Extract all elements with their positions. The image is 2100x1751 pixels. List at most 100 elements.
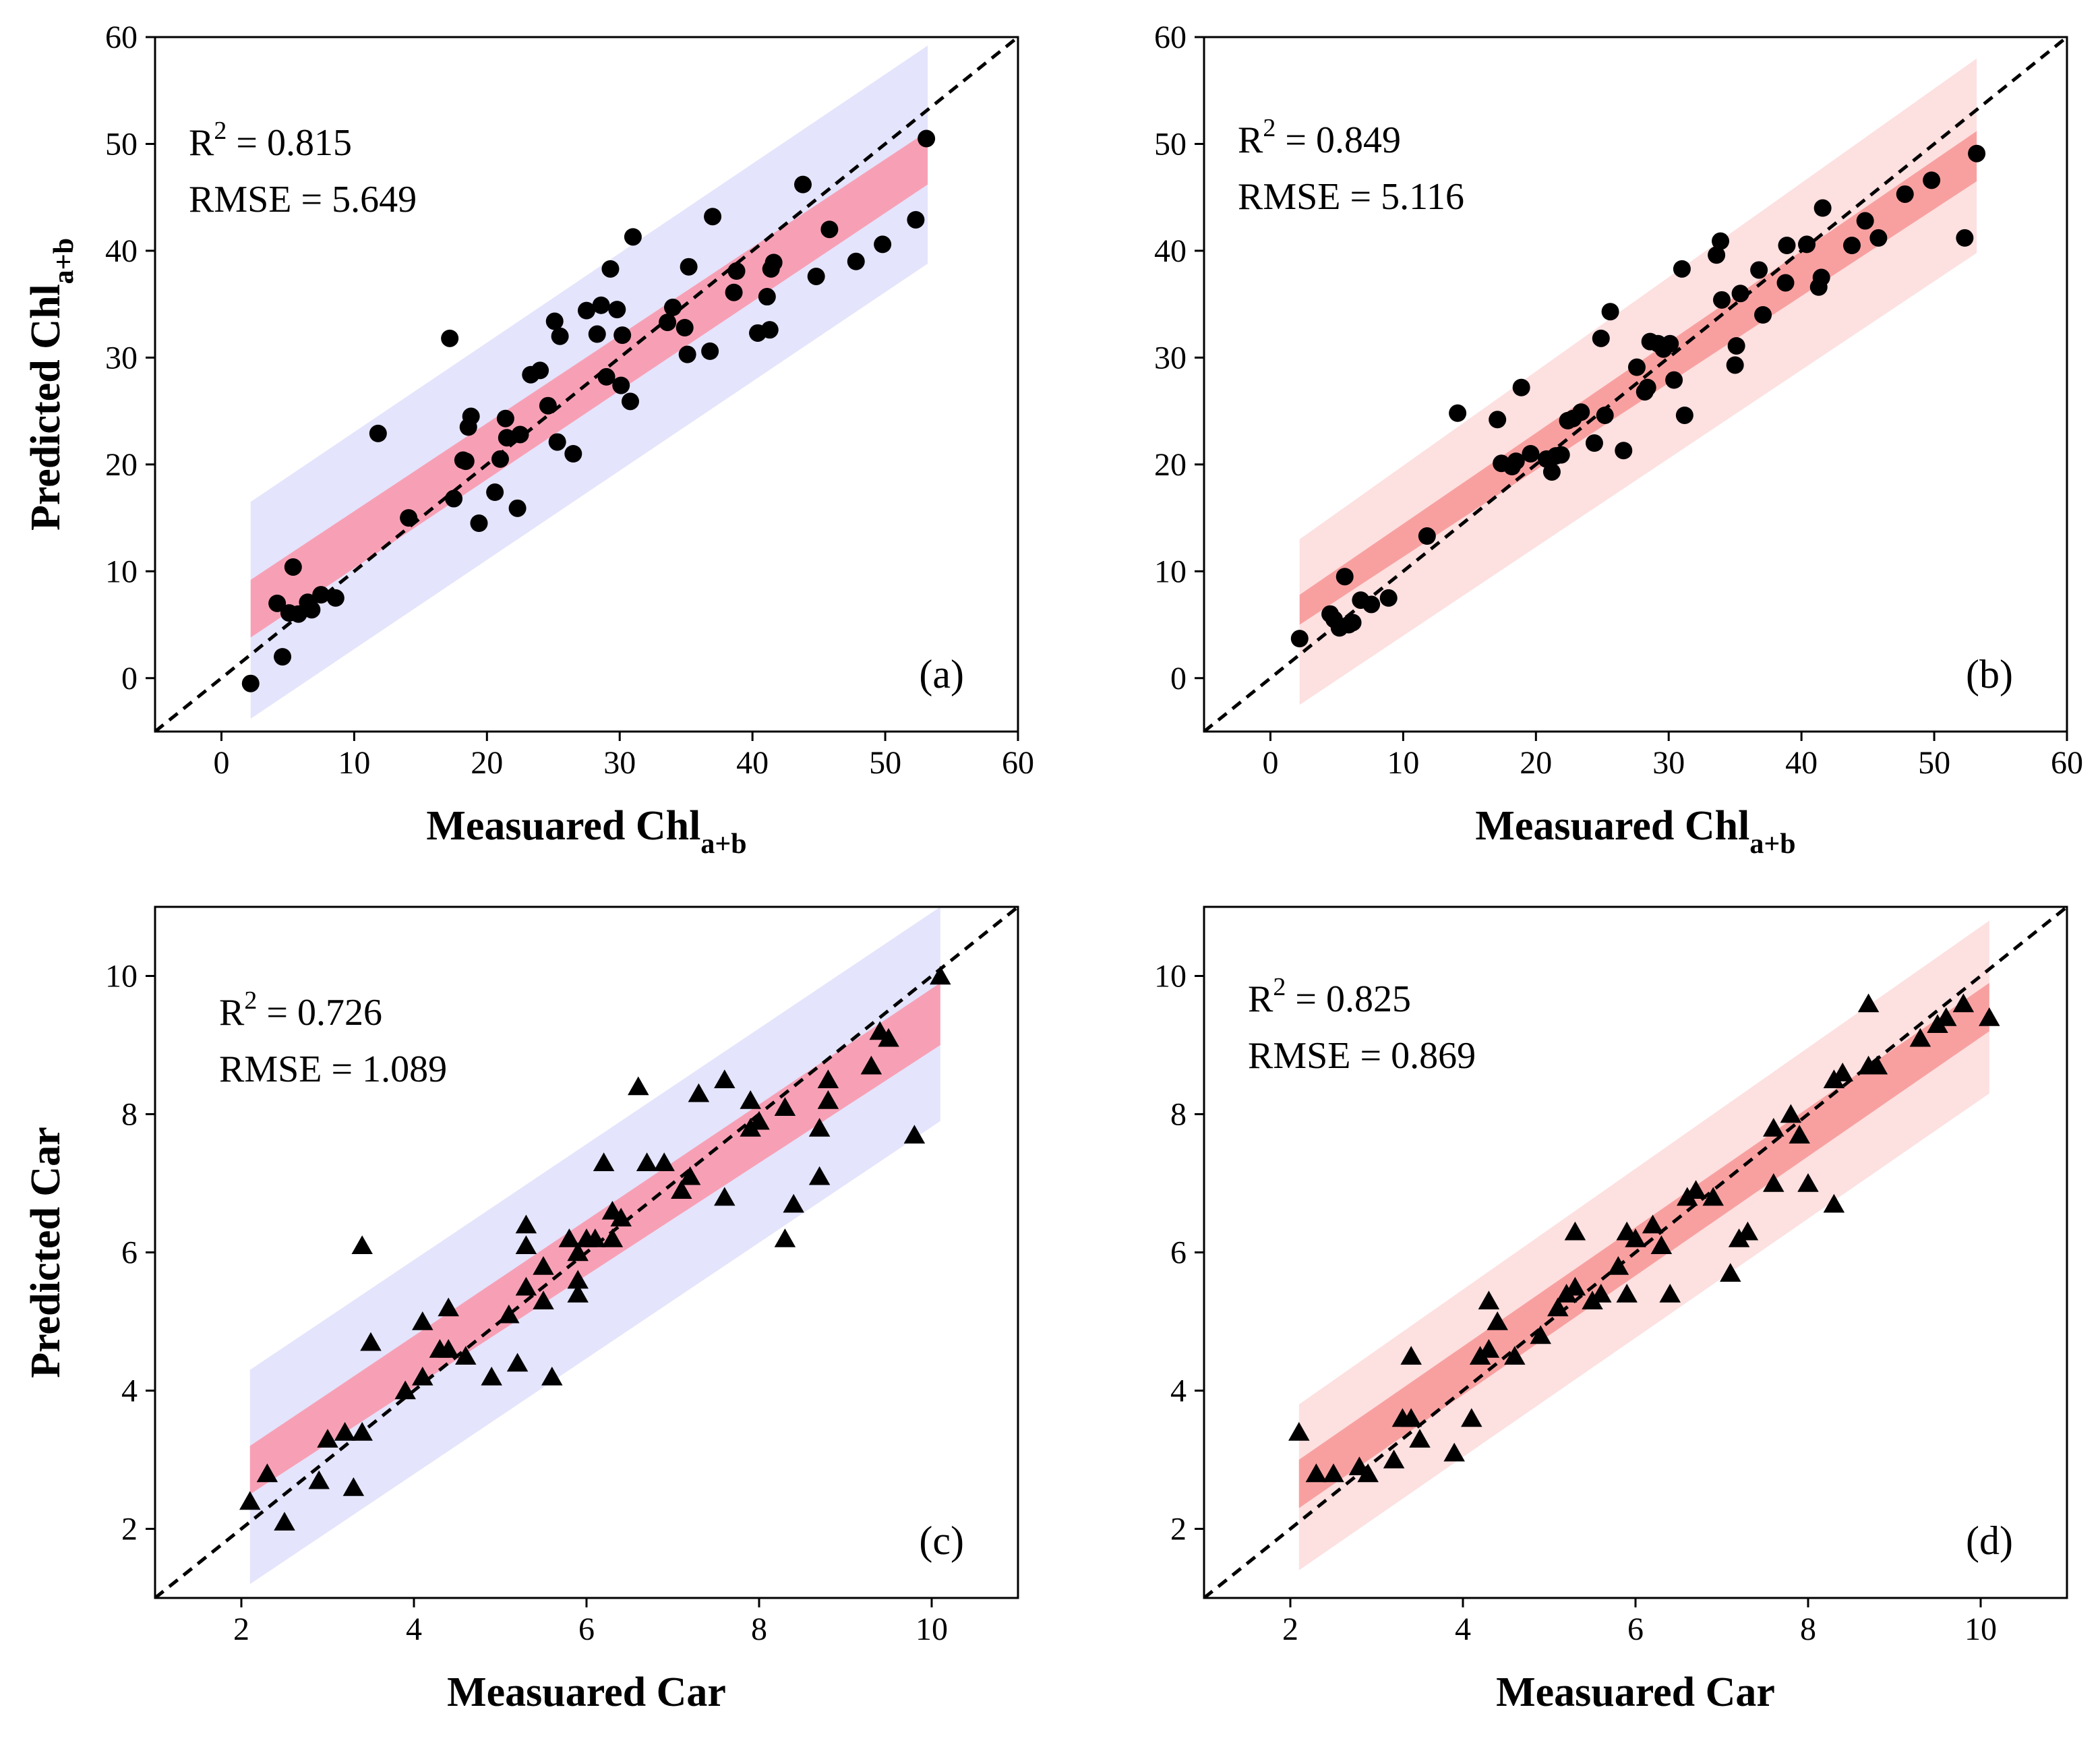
x-tick-label: 10 (916, 1611, 948, 1647)
data-point (268, 594, 287, 612)
data-point (1288, 1422, 1310, 1441)
data-point (1731, 285, 1749, 303)
data-point (289, 605, 307, 623)
data-point (567, 1270, 589, 1289)
data-point (1305, 1463, 1327, 1483)
data-point (1323, 1463, 1344, 1483)
data-point (727, 262, 746, 280)
data-point (740, 1090, 761, 1109)
data-point (1489, 411, 1507, 429)
x-tick-label: 6 (578, 1611, 595, 1647)
y-axis-title-main: Predicted Car (23, 1127, 69, 1377)
data-point (496, 409, 514, 427)
r-squared-superscript: 2 (1263, 114, 1276, 142)
data-point (783, 1193, 804, 1213)
data-point (725, 283, 743, 301)
plot-frame (1203, 36, 2068, 733)
data-point (1659, 1284, 1681, 1303)
data-point (760, 321, 779, 339)
y-axis-title: Predicted Chla+b (23, 238, 80, 531)
data-point (671, 1180, 692, 1199)
data-point (360, 1332, 382, 1351)
data-point (1418, 527, 1436, 545)
data-point (491, 450, 509, 468)
data-point (533, 1290, 554, 1309)
data-point (1726, 356, 1744, 374)
data-point (515, 1235, 537, 1254)
x-tick-label: 2 (233, 1611, 249, 1647)
x-tick-label: 20 (1520, 745, 1552, 781)
panel-label: (b) (1966, 652, 2013, 696)
data-point (588, 325, 606, 343)
r-squared-value: = 0.815 (227, 122, 352, 164)
data-point (807, 267, 825, 285)
y-tick-label: 20 (1154, 447, 1187, 483)
data-point (1713, 291, 1731, 309)
data-point (455, 1346, 477, 1365)
y-axis-title-main: Predicted Chl (23, 284, 69, 531)
data-point (1596, 406, 1614, 424)
y-tick-label: 50 (105, 126, 138, 162)
data-point (511, 425, 529, 444)
y-tick-label: 2 (1170, 1512, 1187, 1547)
data-point (369, 424, 387, 442)
x-tick-label: 30 (1652, 745, 1685, 781)
data-point (612, 376, 630, 394)
data-point (1750, 261, 1768, 279)
data-point (1702, 1187, 1724, 1206)
data-point (874, 235, 892, 254)
data-point (1909, 1028, 1931, 1047)
y-tick-label: 10 (105, 959, 138, 995)
x-tick-label: 60 (1002, 745, 1034, 781)
data-point (701, 342, 719, 360)
x-axis-title: Measuared Car (447, 1669, 726, 1715)
data-point (1512, 378, 1530, 396)
data-point (1673, 260, 1691, 278)
x-tick-label: 10 (1387, 745, 1419, 781)
data-point (1564, 1221, 1586, 1241)
y-tick-label: 8 (1170, 1097, 1187, 1133)
y-tick-label: 6 (1170, 1235, 1187, 1271)
data-point (628, 1076, 649, 1096)
data-point (515, 1214, 537, 1234)
data-point (567, 1242, 589, 1262)
y-tick-label: 60 (1154, 20, 1187, 55)
data-point (462, 407, 480, 425)
data-point (636, 1152, 658, 1171)
x-tick-label: 10 (338, 745, 370, 781)
panel-label: (c) (919, 1518, 964, 1563)
data-point (1763, 1118, 1784, 1137)
panel-label: (a) (919, 652, 964, 696)
r-squared-symbol: R (189, 122, 214, 164)
data-point (1866, 1055, 1888, 1075)
data-point (1778, 237, 1796, 254)
x-tick-label: 4 (406, 1611, 422, 1647)
data-point (808, 1166, 831, 1185)
y-tick-label: 30 (105, 340, 138, 376)
data-point (1776, 274, 1795, 292)
data-point (445, 489, 463, 508)
data-point (608, 301, 626, 319)
data-point (584, 1228, 606, 1247)
data-point (1675, 406, 1693, 424)
data-point (714, 1069, 736, 1088)
data-point (498, 429, 516, 447)
x-axis-title-main: Measuared Car (1496, 1669, 1775, 1715)
data-point (1487, 1311, 1508, 1330)
data-point (1547, 1297, 1569, 1317)
data-point (1379, 589, 1398, 607)
plot-frame (154, 36, 1019, 733)
data-point (541, 1367, 563, 1386)
data-point (774, 1228, 796, 1247)
data-point (506, 1353, 529, 1372)
x-tick-label: 10 (1964, 1611, 1997, 1647)
data-point (1572, 403, 1590, 421)
data-point (564, 445, 582, 463)
data-point (1720, 1263, 1741, 1282)
data-point (1685, 1180, 1707, 1199)
confidence-band (1299, 131, 1977, 625)
data-point (653, 1152, 675, 1171)
x-axis-title-main: Measuared Car (447, 1669, 726, 1715)
data-point (456, 452, 475, 471)
data-point (548, 433, 566, 451)
